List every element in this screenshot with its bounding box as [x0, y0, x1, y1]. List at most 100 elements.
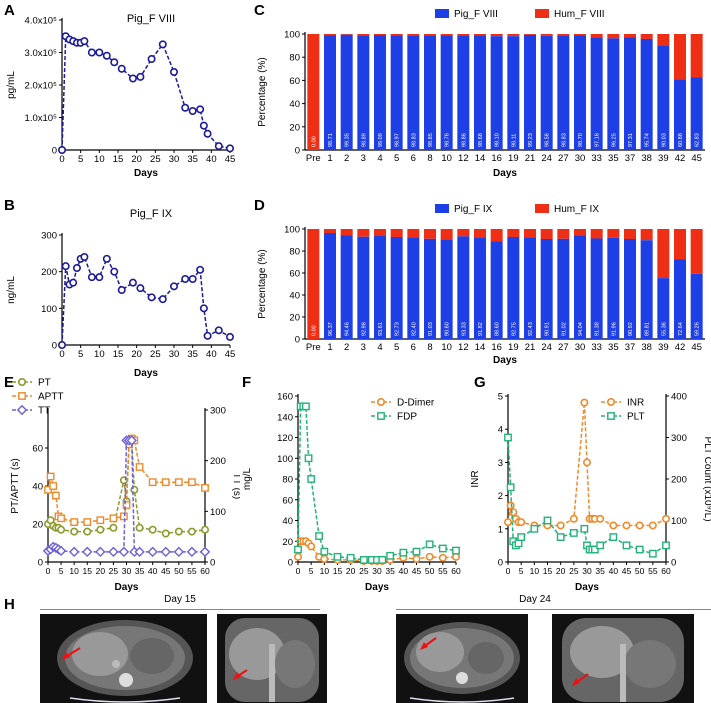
ytick-label-d-2: 40 [289, 291, 300, 302]
xtick-label-b-5: 25 [150, 349, 161, 360]
xtick-label-a-5: 25 [150, 154, 161, 165]
xtick-label-g-5: 25 [569, 566, 579, 576]
legend-label-c-0: Pig_F VIII [454, 9, 498, 20]
bar-value-label-c-15: 98.83 [561, 133, 567, 147]
data-point-e-1-1 [46, 472, 55, 481]
data-point-b-0-9 [102, 254, 111, 263]
ytick-label-f-5: 100 [277, 454, 293, 465]
data-point-e-0-15 [135, 523, 144, 532]
ytick-label-c-5: 100 [284, 30, 300, 41]
data-point-e-1-7 [83, 518, 92, 526]
data-point-e-2-16 [147, 546, 158, 558]
xtick-label-e-4: 20 [96, 566, 106, 576]
panel-label-b: B [4, 197, 15, 214]
bar-pig-c-16 [574, 35, 586, 151]
bar-value-label-c-7: 98.85 [428, 133, 434, 147]
data-point-g-0-20 [662, 514, 671, 523]
ytick-label-f-0: 0 [288, 558, 293, 569]
ytick-right-label-e-0: 0 [210, 558, 215, 569]
xtick-label-d-13: 21 [525, 342, 536, 353]
bar-human-d-7 [424, 229, 436, 239]
bar-pig-c-11 [490, 36, 503, 151]
bar-pig-d-8 [440, 239, 453, 339]
data-point-g-0-8 [556, 521, 565, 530]
bar-value-label-d-7: 91.03 [428, 322, 434, 336]
data-point-b-0-0 [57, 341, 66, 350]
bar-human-c-12 [507, 34, 520, 37]
xtick-label-c-8: 10 [441, 153, 452, 164]
bar-pig-c-10 [474, 35, 486, 150]
data-point-e-2-17 [160, 546, 171, 558]
data-point-e-2-15 [134, 546, 145, 558]
bar-human-c-5 [390, 34, 403, 36]
bar-human-d-6 [407, 229, 420, 238]
bar-pig-d-10 [474, 237, 486, 339]
xtick-label-f-4: 20 [346, 566, 356, 576]
bar-human-d-12 [507, 229, 520, 237]
data-point-f-1-18 [438, 544, 447, 553]
bar-value-label-c-16: 98.70 [578, 133, 584, 147]
data-point-e-1-18 [174, 478, 183, 487]
legend-label-g-0: INR [627, 398, 644, 409]
bar-pig-d-5 [390, 236, 403, 339]
bar-value-label-d-17: 91.38 [595, 322, 601, 336]
data-point-g-1-6 [530, 524, 539, 533]
data-point-e-2-8 [95, 546, 106, 558]
xtick-label-a-3: 15 [113, 154, 124, 165]
xtick-label-c-12: 19 [508, 153, 519, 164]
bar-human-d-14 [540, 229, 553, 239]
data-point-e-0-9 [109, 523, 118, 532]
xtick-label-g-1: 5 [519, 566, 524, 576]
x-axis-title-b: Days [134, 368, 158, 379]
data-point-b-0-20 [199, 304, 208, 313]
bar-pig-c-23 [690, 77, 703, 150]
bar-human-d-20 [640, 229, 653, 241]
ytick-label-e-0: 0 [38, 558, 43, 569]
bar-human-d-11 [490, 229, 503, 242]
ytick-label-d-1: 20 [289, 313, 300, 324]
y-axis-title-b: ng/mL [6, 276, 17, 304]
bar-value-label-c-0: 0.00 [311, 136, 317, 147]
xtick-label-b-3: 15 [113, 349, 124, 360]
bar-human-c-10 [474, 34, 486, 36]
data-point-e-0-8 [96, 525, 105, 534]
bar-value-label-c-4: 99.09 [378, 133, 384, 147]
data-point-a-0-11 [117, 64, 126, 73]
ytick-label-g-5: 5 [498, 392, 503, 403]
bar-pig-c-4 [374, 35, 386, 150]
data-point-g-1-9 [569, 529, 578, 537]
data-point-f-1-0 [294, 545, 302, 554]
xtick-label-g-6: 30 [582, 566, 592, 576]
bar-value-label-d-3: 92.98 [361, 322, 367, 336]
bar-human-c-8 [440, 34, 453, 36]
data-point-a-0-17 [181, 103, 190, 112]
data-point-a-0-23 [226, 144, 235, 153]
data-point-b-0-11 [117, 286, 126, 295]
xtick-label-g-3: 15 [543, 566, 553, 576]
legend-label-c-1: Hum_F VIII [554, 9, 605, 20]
xtick-label-g-9: 45 [622, 566, 632, 576]
ytick-label-a-2: 2.0x10⁵ [25, 81, 58, 92]
xtick-label-c-23: 45 [691, 153, 702, 164]
ytick-label-a-4: 4.0x10⁵ [25, 16, 58, 27]
data-point-e-0-18 [174, 527, 183, 536]
data-point-g-1-5 [517, 533, 526, 541]
ytick-label-e-3: 60 [32, 444, 43, 455]
data-point-a-0-20 [199, 121, 208, 130]
xtick-label-c-1: 1 [327, 153, 332, 164]
xtick-label-c-7: 8 [427, 153, 432, 164]
xtick-label-c-10: 14 [475, 153, 486, 164]
bar-value-label-c-2: 99.35 [345, 133, 351, 147]
data-point-e-0-19 [187, 527, 196, 536]
data-point-e-2-7 [82, 546, 93, 558]
bar-value-label-c-11: 98.10 [495, 133, 501, 147]
data-point-e-1-16 [148, 478, 157, 487]
legend-marker-f-1 [377, 412, 385, 420]
data-point-b-0-15 [158, 295, 167, 304]
xtick-label-c-18: 35 [608, 153, 619, 164]
y-axis-title-d: Percentage (%) [257, 249, 268, 318]
bar-pig-c-17 [590, 37, 603, 150]
ytick-label-d-5: 100 [284, 225, 300, 236]
x-axis-title-a: Days [134, 168, 158, 179]
ytick-label-d-0: 0 [295, 335, 300, 346]
